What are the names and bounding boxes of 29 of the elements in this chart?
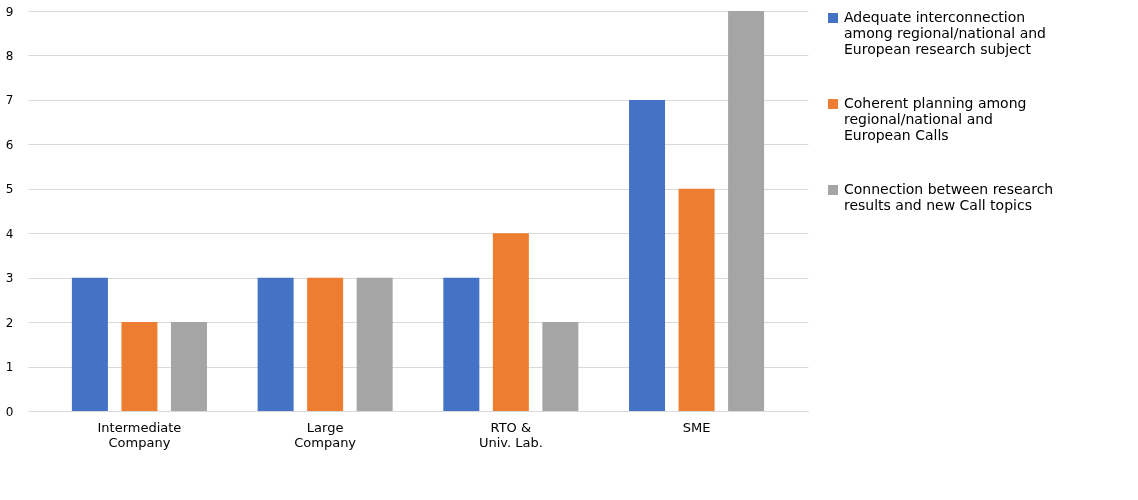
- y-tick-label: 7: [5, 93, 14, 108]
- bar: [443, 277, 480, 411]
- x-tick-label: Intermediate Company: [97, 419, 182, 450]
- bar: [492, 233, 529, 411]
- bar: [121, 322, 158, 411]
- y-tick-label: 3: [5, 271, 14, 286]
- bar: [307, 277, 344, 411]
- bar: [728, 11, 765, 411]
- y-tick-label: 9: [5, 4, 14, 19]
- y-tick-label: 1: [5, 360, 14, 375]
- y-tick-label: 4: [5, 226, 14, 241]
- y-tick-label: 2: [5, 315, 14, 330]
- legend-label: Adequate interconnection among regional/national and European research subject: [844, 9, 1046, 57]
- x-tick-label: SME: [682, 419, 711, 435]
- x-tick-label: RTO & Univ. Lab.: [478, 419, 543, 450]
- legend-label: Connection between research results and new Call topics: [844, 181, 1054, 213]
- bar: [356, 277, 393, 411]
- bar: [629, 99, 666, 411]
- y-tick-label: 5: [5, 182, 14, 197]
- y-tick-label: 8: [5, 48, 14, 63]
- bar: [678, 188, 715, 411]
- legend-label: Coherent planning among regional/national and European Calls: [844, 95, 1027, 143]
- y-tick-label: 0: [5, 404, 14, 419]
- bar: [170, 322, 207, 411]
- bar: [71, 277, 108, 411]
- bar: [542, 322, 579, 411]
- bar: [257, 277, 294, 411]
- y-tick-label: 6: [5, 137, 14, 152]
- x-tick-label: Large Company: [294, 419, 357, 450]
